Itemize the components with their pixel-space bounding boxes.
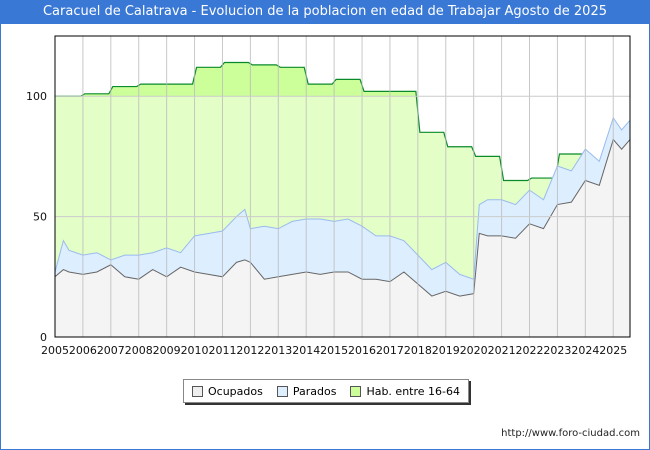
x-tick-label: 2019 (432, 344, 460, 357)
x-tick-label: 2022 (516, 344, 544, 357)
x-tick-label: 2010 (181, 344, 209, 357)
legend-label-ocupados: Ocupados (207, 384, 263, 398)
series-line-hab (55, 61, 586, 182)
x-tick-label: 2007 (97, 344, 125, 357)
legend-item-ocupados: Ocupados (191, 384, 263, 398)
x-tick-label: 2006 (69, 344, 97, 357)
plot-border (54, 35, 631, 338)
x-tick-label: 2014 (292, 344, 320, 357)
legend-label-parados: Parados (292, 384, 337, 398)
x-tick-label: 2016 (348, 344, 376, 357)
x-tick-label: 2008 (125, 344, 153, 357)
x-tick-label: 2013 (264, 344, 292, 357)
x-tick-label: 2009 (153, 344, 181, 357)
x-tick-label: 2012 (236, 344, 264, 357)
series-line-parados (54, 116, 631, 280)
y-tick-label: 0 (40, 331, 47, 344)
chart-title: Caracuel de Calatrava - Evolucion de la … (0, 0, 650, 24)
x-tick-label: 2025 (599, 344, 627, 357)
legend-item-parados: Parados (276, 384, 337, 398)
x-tick-label: 2021 (488, 344, 516, 357)
legend: Ocupados Parados Hab. entre 16-64 (183, 379, 469, 403)
series-area-ocupados (55, 139, 630, 337)
x-tick-label: 2024 (571, 344, 599, 357)
x-tick-label: 2017 (376, 344, 404, 357)
legend-item-hab: Hab. entre 16-64 (350, 385, 460, 398)
x-tick-label: 2011 (208, 344, 236, 357)
y-tick-label: 100 (26, 90, 47, 103)
x-tick-label: 2018 (404, 344, 432, 357)
legend-swatch-parados (276, 385, 288, 397)
legend-swatch-ocupados (191, 385, 203, 397)
series-line-ocupados (54, 138, 631, 297)
x-tick-label: 2023 (543, 344, 571, 357)
x-tick-label: 2015 (320, 344, 348, 357)
legend-label-hab: Hab. entre 16-64 (366, 384, 460, 398)
y-tick-label: 50 (33, 211, 47, 224)
footer-url[interactable]: http://www.foro-ciudad.com (501, 428, 640, 439)
x-tick-label: 2020 (460, 344, 488, 357)
x-tick-label: 2005 (41, 344, 69, 357)
legend-swatch-hab (350, 385, 362, 397)
